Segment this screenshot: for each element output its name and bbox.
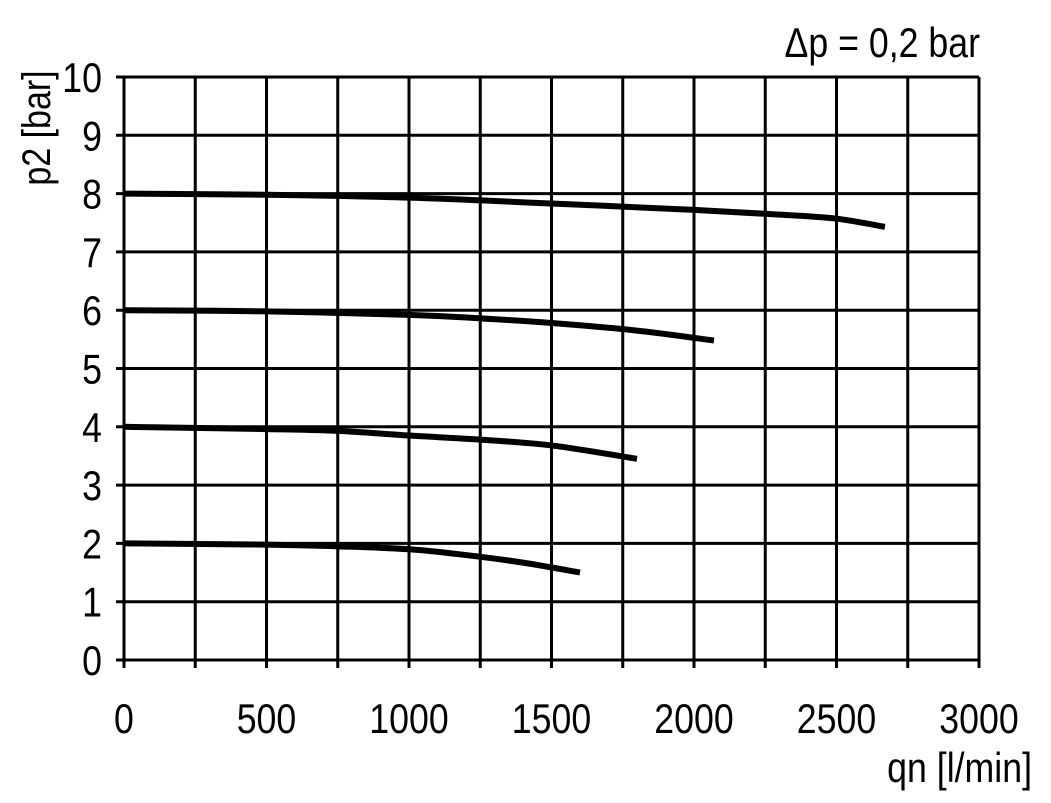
series-line-0 <box>123 190 886 230</box>
y-tick-label: 10 <box>62 55 102 101</box>
grid <box>116 75 981 668</box>
x-axis-label: qn [l/min] <box>887 745 1032 791</box>
y-axis-label: p2 [bar] <box>13 70 58 185</box>
y-tick-label: 4 <box>82 405 102 451</box>
x-tick-label: 2500 <box>797 696 876 742</box>
series-group <box>123 190 886 576</box>
x-tick-label: 1500 <box>512 696 591 742</box>
y-tick-label: 9 <box>82 114 102 160</box>
y-tick-label: 2 <box>82 522 102 568</box>
y-tick-label: 6 <box>82 289 102 335</box>
y-tick-label: 3 <box>82 463 102 509</box>
series-line-2 <box>123 423 638 462</box>
y-tick-label: 1 <box>82 580 102 626</box>
x-tick-label: 1000 <box>369 696 448 742</box>
tick-labels: 0 500 1000 1500 2000 2500 3000 0 1 2 3 4 5 6 7 8 9 10 <box>62 55 1018 742</box>
x-tick-label: 2000 <box>654 696 733 742</box>
x-tick-label: 0 <box>114 696 134 742</box>
x-tick-label: 500 <box>237 696 297 742</box>
y-tick-label: 5 <box>82 347 102 393</box>
series-line-3 <box>123 540 581 576</box>
series-line-1 <box>123 307 715 344</box>
chart-title: Δp = 0,2 bar <box>785 20 981 66</box>
x-tick-label: 3000 <box>939 696 1018 742</box>
y-tick-label: 8 <box>82 172 102 218</box>
y-tick-label: 0 <box>82 638 102 684</box>
y-tick-label: 7 <box>82 230 102 276</box>
